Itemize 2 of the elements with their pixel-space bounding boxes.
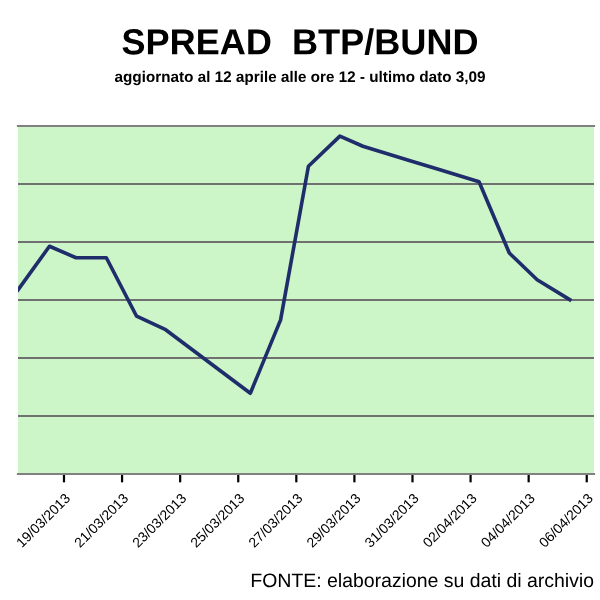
source-note: FONTE: elaborazione su dati di archivio	[251, 572, 594, 588]
chart-title: SPREAD BTP/BUND	[122, 28, 478, 56]
